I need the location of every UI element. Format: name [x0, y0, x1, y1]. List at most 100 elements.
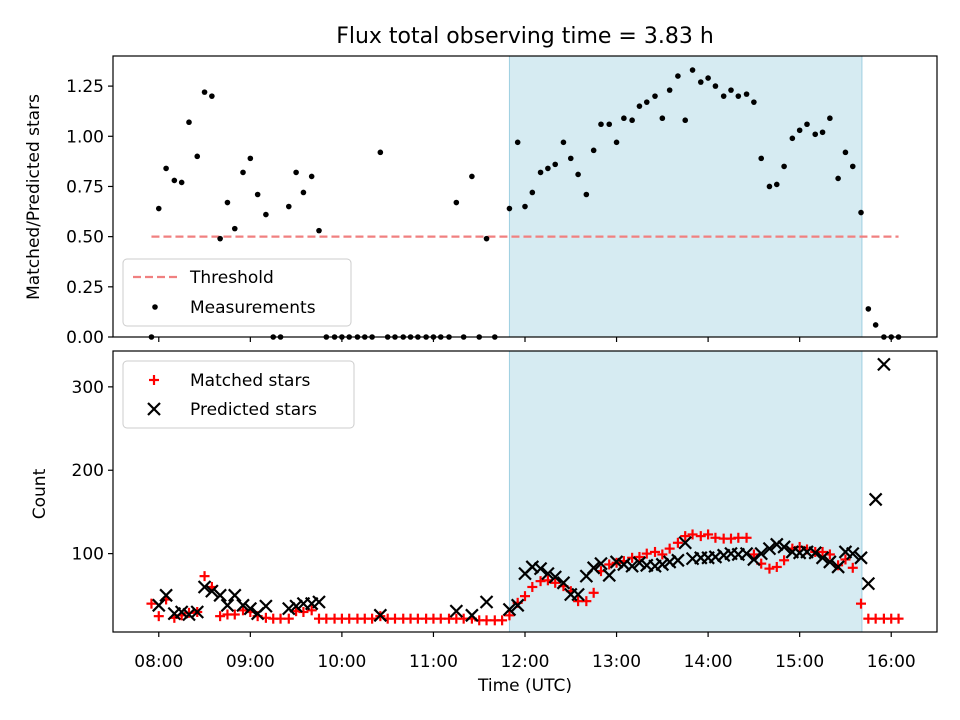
predicted-star-point	[533, 561, 548, 576]
ratio-y-axis-label: Matched/Predicted stars	[24, 94, 44, 300]
measurement-point	[453, 199, 460, 206]
matched-star-point	[520, 591, 530, 602]
predicted-star-point	[548, 570, 562, 584]
measurement-point	[231, 225, 238, 232]
measurement-point	[682, 117, 689, 124]
measurements-legend-label: Measurements	[190, 298, 316, 318]
measurement-point	[209, 93, 215, 99]
matched-star-point	[856, 598, 867, 609]
matched-star-point	[527, 581, 538, 592]
x-axis-label: Time (UTC)	[477, 676, 572, 696]
predicted-star-point	[197, 580, 212, 594]
measurement-point	[812, 131, 819, 138]
predicted-star-point	[877, 357, 891, 372]
measurement-point	[621, 115, 627, 122]
predicted-star-point	[541, 566, 555, 581]
measurement-point	[606, 121, 613, 128]
predicted-star-point	[289, 599, 303, 613]
predicted-star-point	[479, 595, 494, 609]
measurement-point	[827, 115, 833, 122]
measurement-point	[537, 169, 544, 176]
matched-star-point	[588, 587, 599, 598]
count-x-tick-label: 13:00	[592, 652, 641, 672]
matched-star-point	[664, 543, 675, 554]
predicted-star-point	[632, 556, 647, 570]
measurement-point	[590, 147, 597, 154]
measurement-point	[789, 135, 796, 142]
count-legend-box	[122, 360, 355, 429]
measurement-point	[583, 191, 590, 198]
matched-star-point	[764, 563, 775, 574]
count-y-tick-label: 100	[72, 545, 104, 565]
predicted-star-point	[808, 546, 823, 560]
matched-star-point	[153, 611, 164, 622]
measurement-point	[567, 155, 574, 162]
measurement-point	[865, 306, 872, 312]
measurement-point	[858, 209, 864, 216]
measurement-point	[522, 203, 528, 210]
measurement-point	[240, 169, 246, 176]
measurement-point	[300, 189, 307, 196]
measurement-point	[773, 181, 780, 188]
predicted-star-point	[586, 561, 601, 575]
measurement-point	[178, 179, 185, 186]
matched-star-point	[146, 598, 157, 609]
matched-star-point	[840, 554, 851, 565]
predicted-star-point	[259, 599, 273, 613]
measurement-point	[712, 83, 719, 89]
ratio-y-tick-label: 0.00	[66, 328, 104, 348]
predicted-star-point	[236, 598, 250, 613]
matched-star-point	[497, 615, 508, 626]
predicted-star-point	[769, 537, 784, 552]
ratio-legend: Threshold Measurements	[122, 258, 352, 327]
ratio-legend-box	[122, 258, 352, 327]
measurement-point	[308, 173, 315, 180]
matched-star-point	[283, 613, 294, 624]
count-marks	[146, 357, 904, 626]
predicted-star-point	[671, 553, 685, 568]
measurement-point	[186, 119, 192, 126]
measurement-point	[560, 139, 567, 146]
measurement-point	[529, 189, 536, 196]
measurement-point	[316, 227, 322, 234]
predicted-star-point	[282, 601, 296, 616]
measurement-point	[483, 235, 490, 242]
count-axis-ticks: 08:00 09:00 10:00 11:00 12:00 13:00 14:00 15:00…	[72, 378, 916, 672]
predicted-star-point	[465, 608, 479, 623]
count-x-tick-label: 14:00	[684, 652, 733, 672]
predicted-star-point	[754, 546, 768, 561]
measurement-point	[675, 73, 681, 79]
matched-star-point	[847, 562, 858, 573]
measurement-point	[735, 93, 742, 99]
measurement-point	[217, 235, 223, 242]
matched-star-point	[657, 549, 668, 560]
predicted-star-point	[861, 576, 876, 591]
measurement-point	[849, 163, 856, 170]
predicted-legend-swatch	[147, 402, 161, 416]
matched-star-point	[833, 560, 844, 571]
predicted-star-point	[594, 556, 608, 571]
count-y-axis-label: Count	[30, 468, 50, 519]
ratio-y-tick-label: 1.25	[66, 77, 104, 97]
matched-star-point	[634, 551, 645, 562]
measurement-point	[659, 115, 666, 122]
count-x-tick-label: 09:00	[226, 652, 275, 672]
matched-star-point	[306, 605, 317, 616]
predicted-star-point	[502, 602, 517, 617]
ratio-axis-ticks: 0.00 0.25 0.50 0.75 1.00 1.25	[66, 77, 892, 348]
measurement-point	[751, 99, 757, 105]
count-x-tick-label: 08:00	[134, 652, 183, 672]
predicted-star-point	[205, 584, 219, 598]
predicted-star-point	[831, 560, 845, 574]
predicted-star-point	[678, 536, 693, 550]
matched-star-point	[229, 609, 240, 620]
observing-window	[508, 55, 863, 338]
measurement-point	[743, 91, 750, 97]
matched-star-point	[741, 532, 752, 543]
measurement-point	[796, 127, 803, 134]
predicted-star-point	[845, 546, 860, 561]
measurement-point	[155, 205, 162, 212]
predicted-star-point	[182, 607, 196, 622]
measurement-point	[545, 165, 551, 172]
predicted-star-point	[655, 557, 670, 572]
